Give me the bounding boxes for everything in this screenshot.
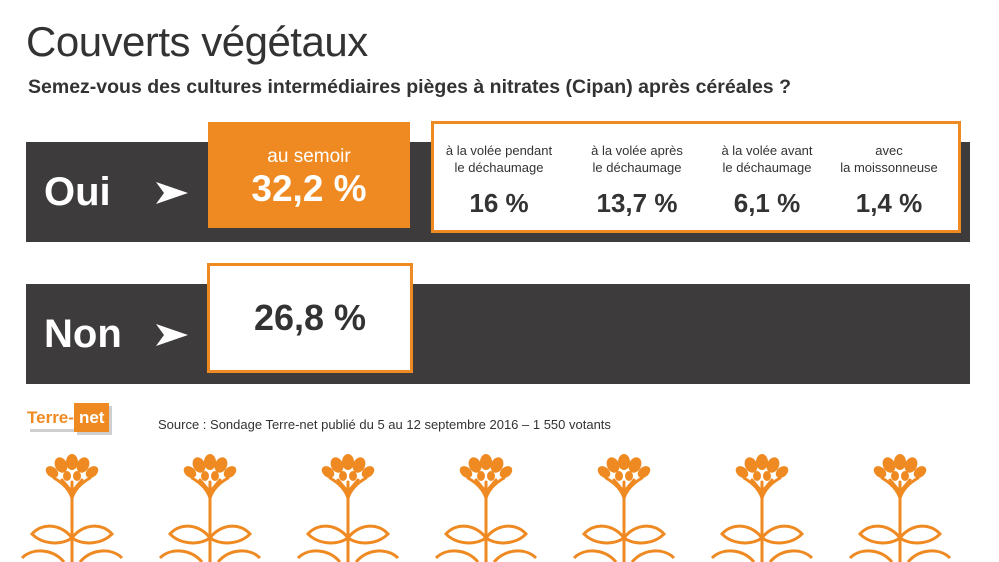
logo-text-part1: Terre- (27, 406, 74, 429)
non-label: Non (44, 311, 122, 356)
oui-main-caption: au semoir (267, 146, 351, 167)
non-value: 26,8 % (253, 297, 367, 338)
oui-main-box: au semoir 32,2 % (208, 122, 410, 228)
detail-value: 6,1 % (733, 188, 801, 218)
source-note: Source : Sondage Terre-net publié du 5 a… (158, 417, 611, 432)
detail-label: à la volée après le déchaumage (591, 143, 683, 175)
plants-decoration (20, 452, 952, 562)
plant-icon (848, 452, 952, 562)
detail-label: à la volée pendant le déchaumage (445, 143, 553, 175)
plant-icon (434, 452, 538, 562)
detail-item: à la volée pendant le déchaumage 16 % (434, 142, 564, 219)
detail-label: à la volée avant le déchaumage (721, 143, 813, 175)
page-subtitle: Semez-vous des cultures intermédiaires p… (28, 76, 791, 98)
plant-icon (158, 452, 262, 562)
oui-main-value: 32,2 % (251, 168, 367, 209)
oui-details-box: à la volée pendant le déchaumage 16 % à … (431, 121, 961, 233)
detail-label: avec la moissonneuse (840, 143, 938, 175)
terre-net-logo: Terre-net (27, 403, 110, 438)
non-value-box: 26,8 % (207, 263, 413, 373)
detail-value: 13,7 % (596, 188, 678, 218)
logo-text-part2: net (73, 403, 110, 432)
plant-icon (20, 452, 124, 562)
detail-item: à la volée après le déchaumage 13,7 % (572, 142, 702, 219)
detail-value: 1,4 % (855, 188, 923, 218)
page-title: Couverts végétaux (26, 18, 368, 65)
arrow-right-icon (156, 182, 188, 204)
detail-value: 16 % (469, 188, 529, 218)
detail-item: à la volée avant le déchaumage 6,1 % (702, 142, 832, 219)
oui-label: Oui (44, 169, 111, 214)
detail-item: avec la moissonneuse 1,4 % (824, 142, 954, 219)
plant-icon (572, 452, 676, 562)
arrow-right-icon (156, 324, 188, 346)
plant-icon (296, 452, 400, 562)
plant-icon (710, 452, 814, 562)
non-bar: Non (26, 284, 970, 384)
